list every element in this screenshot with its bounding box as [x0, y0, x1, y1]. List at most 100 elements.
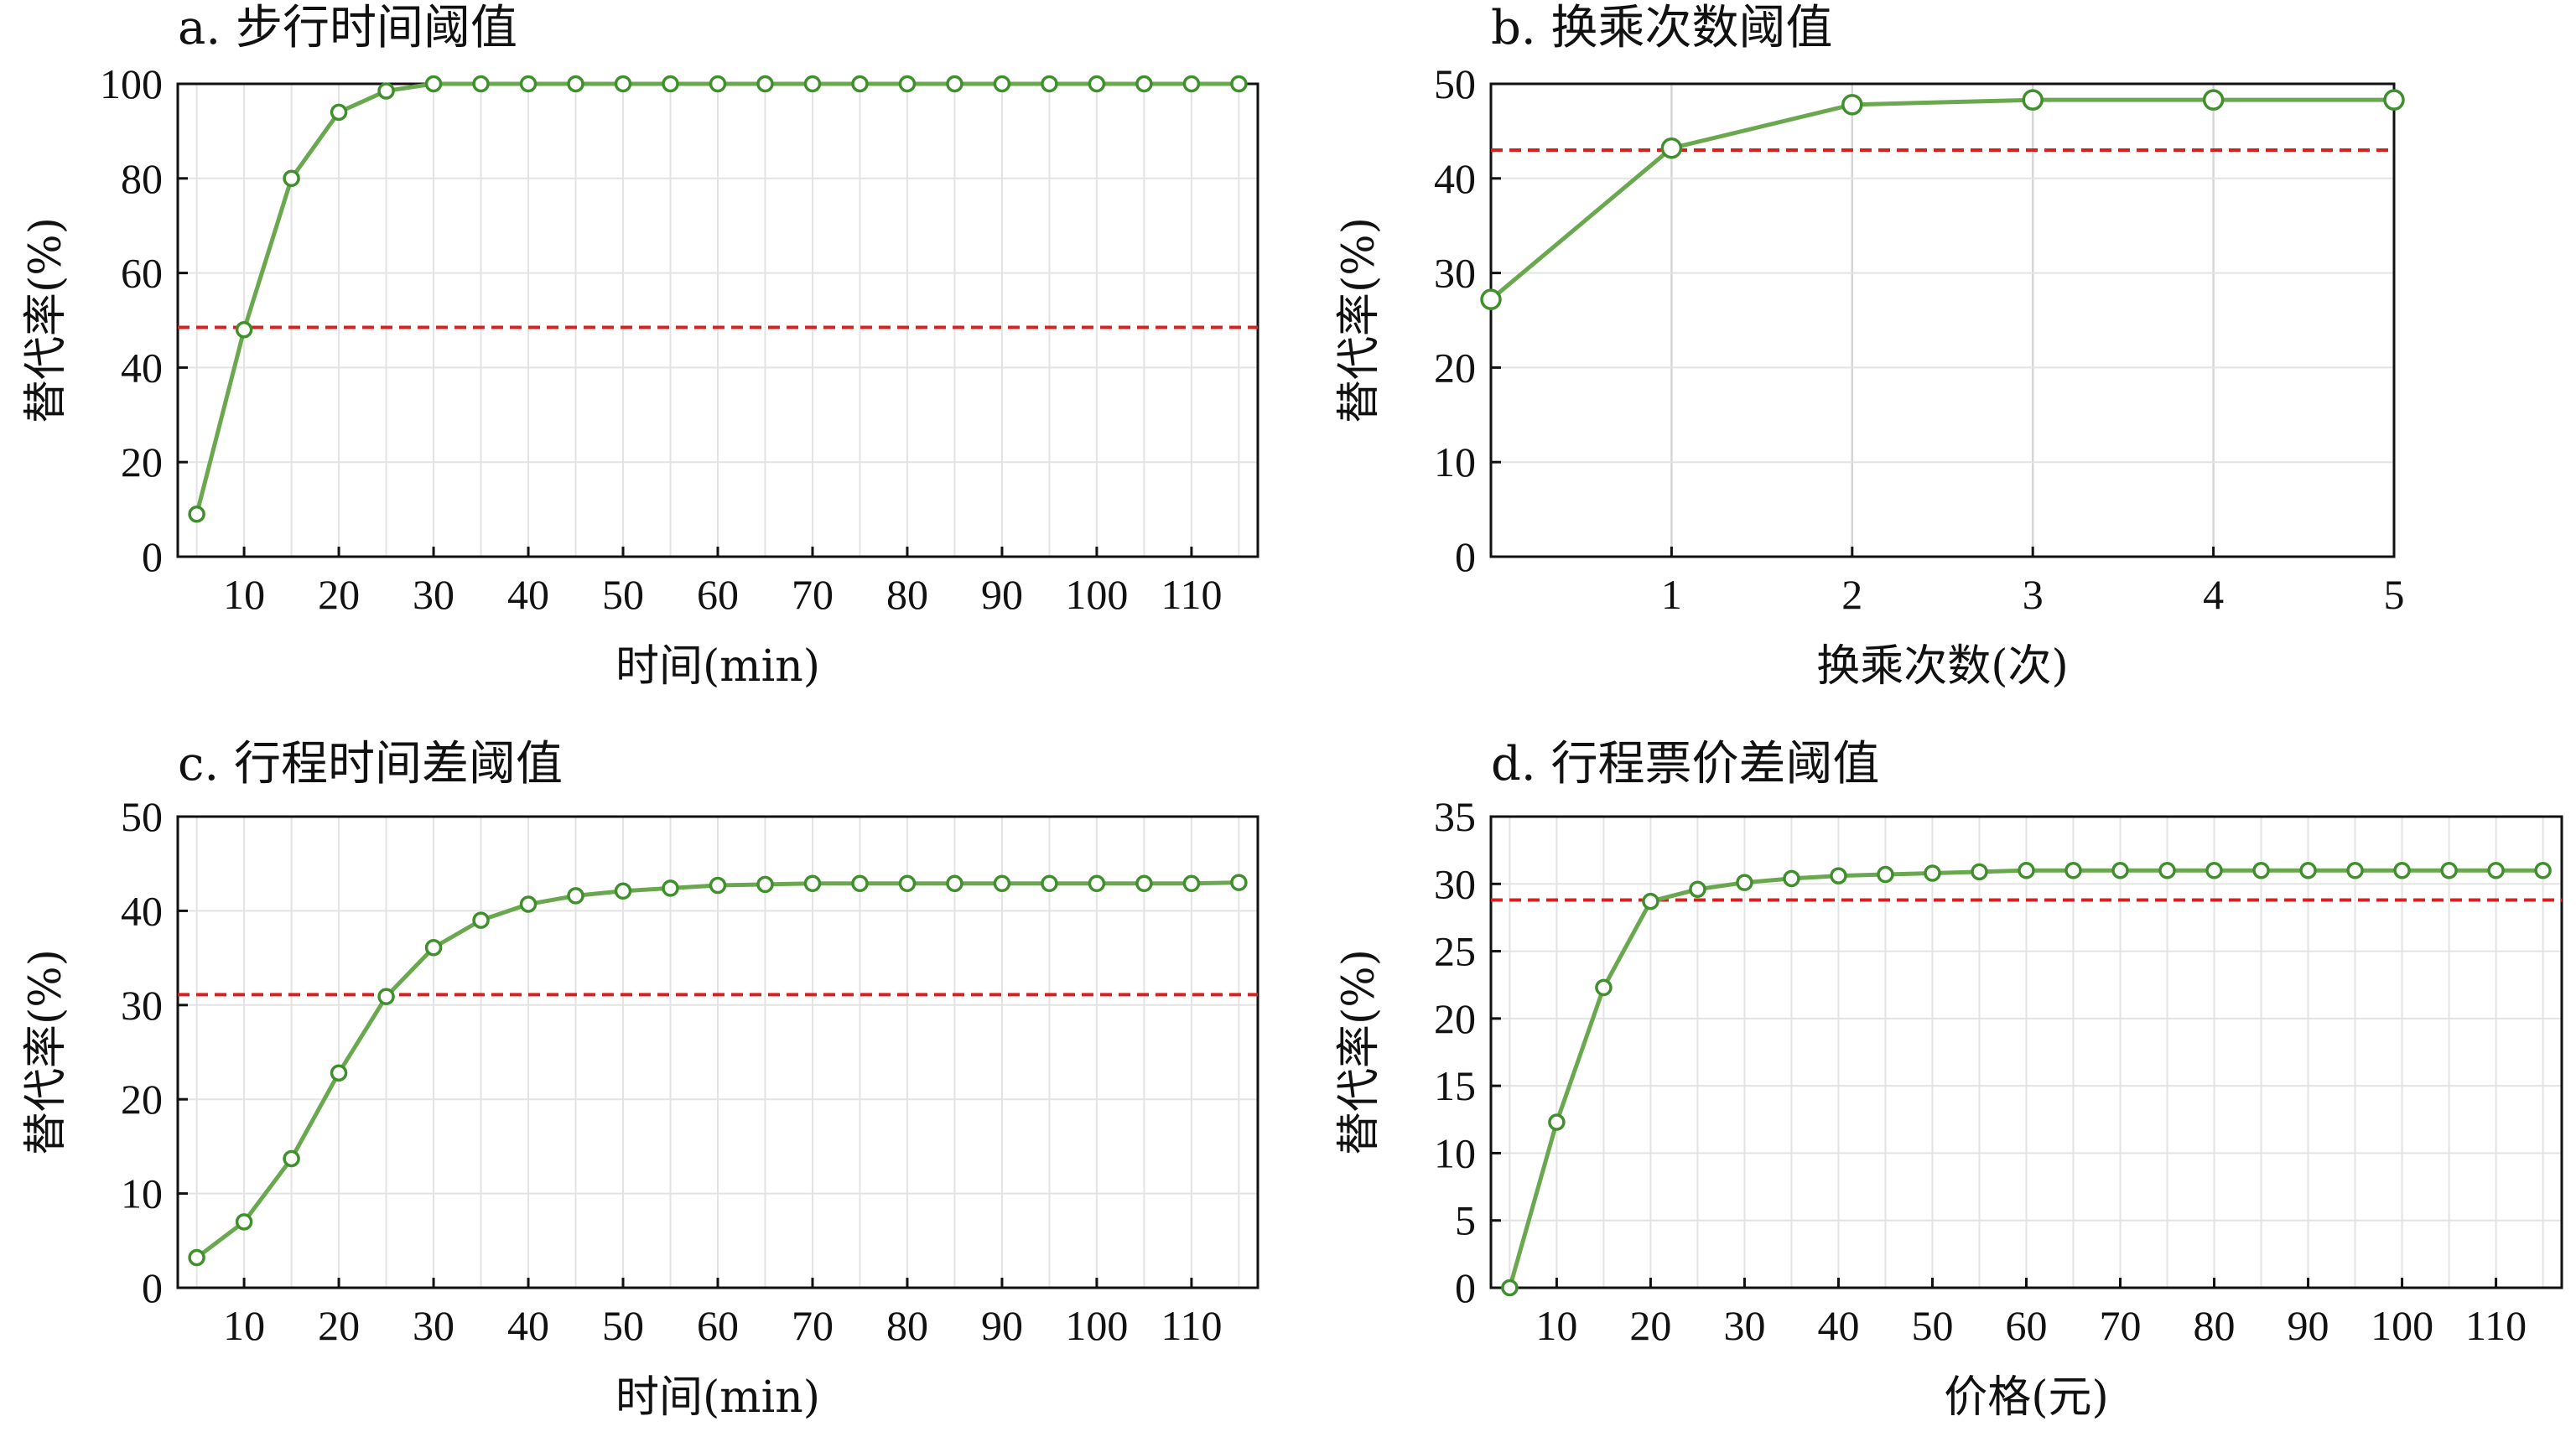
data-point	[1135, 75, 1153, 93]
data-point	[803, 75, 822, 93]
panel-a: 0 20 40 60 80 100 10 20 30 40 50 60 70 80 90 100 110 a. 步…	[21, 1, 1259, 692]
panel-title: a. 步行时间阈值	[178, 1, 517, 55]
data-point	[472, 75, 490, 93]
y-tick-label: 60	[121, 250, 163, 297]
x-tick-label: 20	[318, 1302, 360, 1349]
x-tick-label: 40	[507, 571, 549, 618]
series-line	[1489, 97, 2394, 302]
y-axis-label: 替代率(%)	[21, 217, 71, 423]
series-markers	[188, 75, 1248, 523]
data-point	[946, 874, 963, 893]
y-tick-label: 100	[100, 60, 163, 107]
grid	[178, 83, 1258, 557]
data-point	[1971, 863, 1988, 881]
data-point	[2111, 861, 2129, 879]
data-point	[2158, 861, 2176, 879]
data-point	[614, 75, 632, 93]
y-tick-label: 50	[1434, 60, 1476, 107]
x-tick-label: 90	[2288, 1302, 2329, 1349]
data-point	[1182, 874, 1201, 893]
x-axis-label: 时间(min)	[615, 641, 820, 692]
data-point	[1736, 874, 1753, 891]
panel-title: b. 换乘次数阈值	[1491, 1, 1832, 55]
data-point	[2252, 861, 2270, 879]
y-tick-label: 20	[1434, 344, 1476, 391]
data-point	[519, 895, 538, 913]
panel-c: 0 10 20 30 40 50 10 20 30 40 50 60 70 80 90 100 110 c. 行程…	[21, 737, 1259, 1423]
y-tick-label: 20	[1434, 995, 1476, 1042]
x-tick-label: 70	[792, 571, 834, 618]
data-point	[1182, 75, 1201, 93]
data-point	[1783, 869, 1800, 888]
y-tick-label: 10	[1434, 1129, 1476, 1176]
data-point	[377, 82, 395, 100]
x-tick-label: 110	[2465, 1302, 2527, 1349]
y-tick-label: 30	[1434, 860, 1476, 907]
panel-d: 0 5 10 15 20 25 30 35 10 20 30 40 50 60 70 80 90 100 110 d.…	[1334, 737, 2563, 1423]
data-point	[2299, 861, 2317, 879]
x-tick-label: 30	[413, 571, 454, 618]
data-point	[1689, 880, 1706, 898]
y-tick-label: 25	[1434, 928, 1476, 975]
y-tick-label: 10	[1434, 438, 1476, 485]
data-point	[235, 1213, 253, 1231]
x-tick-label: 60	[697, 1302, 739, 1349]
x-axis-label: 价格(元)	[1944, 1372, 2109, 1423]
data-point	[1088, 75, 1106, 93]
plot-frame	[1489, 82, 2396, 558]
x-tick-label: 30	[413, 1302, 454, 1349]
data-point	[377, 988, 395, 1005]
data-point	[2383, 89, 2405, 111]
x-tick-label: 10	[1535, 1302, 1577, 1349]
data-point	[1135, 874, 1153, 893]
x-tick-label: 40	[507, 1302, 549, 1349]
y-axis: 0 10 20 30 40 50	[121, 793, 188, 1311]
x-tick-label: 20	[318, 571, 360, 618]
data-point	[1548, 1113, 1566, 1131]
x-tick-label: 60	[2006, 1302, 2048, 1349]
y-axis-label: 替代率(%)	[1334, 949, 1384, 1155]
data-point	[946, 75, 963, 93]
x-axis: 1 2 3 4 5	[1661, 547, 2405, 618]
x-tick-label: 100	[1065, 571, 1128, 618]
data-point	[283, 169, 300, 188]
data-point	[1924, 864, 1941, 882]
data-point	[851, 75, 869, 93]
data-point	[1088, 874, 1106, 893]
data-point	[1501, 1279, 1519, 1297]
x-tick-label: 110	[1161, 1302, 1222, 1349]
data-point	[851, 874, 869, 893]
grid	[1491, 816, 2562, 1288]
data-point	[424, 75, 443, 93]
data-point	[803, 874, 822, 893]
data-point	[898, 75, 917, 93]
y-tick-label: 0	[1455, 1264, 1476, 1311]
data-point	[2022, 89, 2044, 111]
data-point	[2018, 861, 2035, 879]
x-tick-label: 50	[602, 571, 644, 618]
y-tick-label: 50	[121, 793, 163, 840]
data-point	[1480, 288, 1502, 310]
x-tick-label: 70	[792, 1302, 834, 1349]
data-point	[2487, 861, 2505, 879]
y-tick-label: 20	[121, 1076, 163, 1123]
data-point	[424, 938, 443, 957]
data-point	[756, 875, 774, 894]
data-point	[1830, 867, 1847, 885]
data-point	[2202, 89, 2225, 111]
data-point	[709, 876, 727, 895]
y-tick-label: 40	[121, 887, 163, 934]
x-tick-label: 50	[1911, 1302, 1953, 1349]
y-axis-label: 替代率(%)	[1334, 217, 1384, 423]
x-tick-label: 2	[1841, 571, 1862, 618]
x-tick-label: 70	[2100, 1302, 2142, 1349]
data-point	[1041, 874, 1058, 893]
x-tick-label: 110	[1161, 571, 1222, 618]
y-tick-label: 40	[121, 344, 163, 391]
x-tick-label: 80	[886, 1302, 928, 1349]
y-tick-label: 40	[1434, 155, 1476, 202]
x-tick-label: 100	[2371, 1302, 2433, 1349]
y-tick-label: 30	[1434, 250, 1476, 297]
y-tick-label: 35	[1434, 793, 1476, 840]
